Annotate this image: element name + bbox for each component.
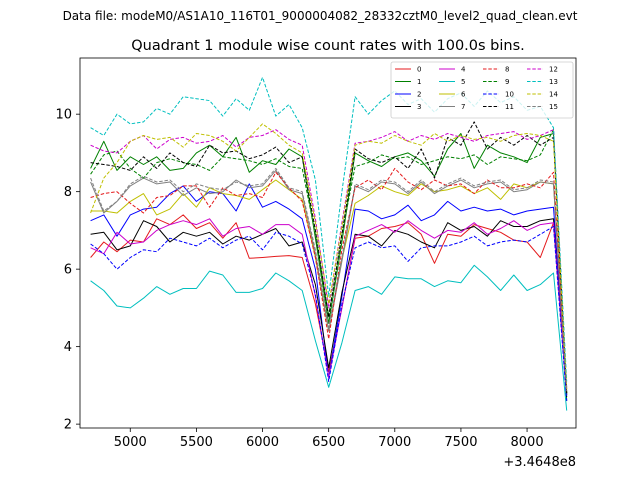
y-tick-label: 8 [64, 185, 72, 200]
legend-label-15: 15 [549, 103, 558, 111]
x-tick-label: 8000 [511, 435, 544, 450]
x-tick-label: 7000 [378, 435, 411, 450]
x-tick-label: 5000 [114, 435, 147, 450]
x-tick-label: 5500 [180, 435, 213, 450]
series-line-8 [90, 167, 568, 390]
legend-label-7: 7 [461, 103, 465, 111]
series-layer [90, 76, 568, 411]
legend-frame [390, 61, 574, 119]
series-line-3 [90, 218, 568, 398]
x-axis: 5000 5500 6000 6500 7000 7500 8000 [114, 428, 544, 450]
axes-frame [79, 57, 577, 429]
legend-label-12: 12 [549, 66, 558, 74]
legend-label-13: 13 [549, 78, 558, 86]
legend-label-9: 9 [505, 78, 509, 86]
series-line-15 [90, 167, 568, 392]
legend-label-6: 6 [461, 91, 466, 99]
series-line-14 [90, 123, 568, 390]
legend-label-3: 3 [417, 103, 421, 111]
series-line-10 [90, 226, 568, 401]
legend-label-10: 10 [505, 91, 514, 99]
legend-label-2: 2 [417, 91, 421, 99]
series-line-7 [90, 169, 568, 394]
legend-label-1: 1 [417, 78, 421, 86]
x-tick-label: 7500 [444, 435, 477, 450]
y-axis: 2 4 6 8 10 [55, 108, 80, 433]
legend-label-14: 14 [549, 91, 558, 99]
legend-label-5: 5 [461, 78, 465, 86]
x-tick-label: 6000 [246, 435, 279, 450]
y-tick-label: 6 [64, 263, 72, 278]
x-tick-label: 6500 [312, 435, 345, 450]
x-axis-offset-label: +3.4648e8 [503, 455, 576, 470]
y-tick-label: 2 [64, 418, 72, 433]
legend-label-11: 11 [505, 103, 514, 111]
legend-label-0: 0 [417, 66, 421, 74]
series-line-4 [90, 218, 568, 396]
legend-label-4: 4 [461, 66, 466, 74]
series-line-12 [90, 129, 568, 388]
series-line-5 [90, 264, 568, 411]
series-line-1 [90, 133, 568, 401]
chart-title: Quadrant 1 module wise count rates with … [131, 38, 525, 54]
y-tick-label: 10 [55, 108, 72, 123]
figure-suptitle: Data file: modeM0/AS1A10_116T01_90000040… [63, 9, 578, 23]
series-line-11 [90, 121, 568, 394]
plot-area [79, 57, 577, 429]
legend-label-8: 8 [505, 66, 509, 74]
y-tick-label: 4 [64, 340, 72, 355]
